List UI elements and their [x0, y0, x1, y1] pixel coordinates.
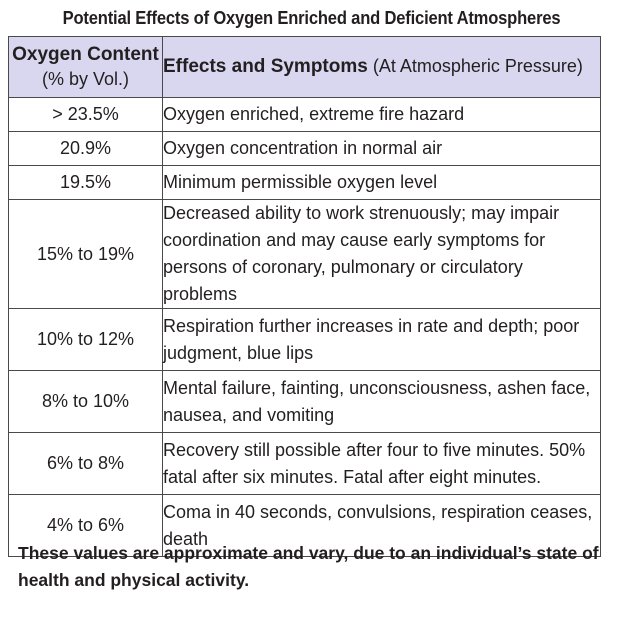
effect-cell: Respiration further increases in rate an…: [162, 308, 601, 371]
effect-cell: Mental failure, fainting, unconsciousnes…: [162, 370, 601, 433]
effect-cell: Minimum permissible oxygen level: [162, 165, 601, 200]
table-row: 6% to 8% Recovery still possible after f…: [8, 432, 601, 495]
table-row: 20.9% Oxygen concentration in normal air: [8, 131, 601, 166]
oxygen-content-cell: 8% to 10%: [8, 370, 163, 433]
effects-header-label: Effects and Symptoms: [163, 56, 368, 77]
oxygen-content-cell: 4% to 6%: [8, 494, 163, 557]
table-title: Potential Effects of Oxygen Enriched and…: [62, 8, 561, 28]
effects-header: Effects and Symptoms (At Atmospheric Pre…: [162, 36, 601, 98]
effect-cell: Recovery still possible after four to fi…: [162, 432, 601, 495]
table-row: 15% to 19% Decreased ability to work str…: [8, 199, 601, 309]
oxygen-content-cell: 19.5%: [8, 165, 163, 200]
header-row: Oxygen Content (% by Vol.) Effects and S…: [8, 36, 601, 98]
oxygen-content-header-unit: (% by Vol.): [41, 69, 130, 89]
table-row: 4% to 6% Coma in 40 seconds, convulsions…: [8, 494, 601, 557]
oxygen-content-header: Oxygen Content (% by Vol.): [8, 36, 163, 98]
oxygen-content-cell: > 23.5%: [8, 97, 163, 132]
oxygen-content-cell: 6% to 8%: [8, 432, 163, 495]
effect-cell: Oxygen enriched, extreme fire hazard: [162, 97, 601, 132]
table-row: 10% to 12% Respiration further increases…: [8, 308, 601, 371]
oxygen-content-cell: 15% to 19%: [8, 199, 163, 309]
oxygen-effects-table: Oxygen Content (% by Vol.) Effects and S…: [8, 36, 601, 557]
footnote: These values are approximate and vary, d…: [18, 543, 599, 590]
effect-cell: Oxygen concentration in normal air: [162, 131, 601, 166]
oxygen-content-cell: 10% to 12%: [8, 308, 163, 371]
effect-cell: Coma in 40 seconds, convulsions, respira…: [162, 494, 601, 557]
oxygen-content-cell: 20.9%: [8, 131, 163, 166]
table-row: 19.5% Minimum permissible oxygen level: [8, 165, 601, 200]
table-row: > 23.5% Oxygen enriched, extreme fire ha…: [8, 97, 601, 132]
oxygen-content-header-label: Oxygen Content: [12, 44, 159, 65]
effect-cell: Decreased ability to work strenuously; m…: [162, 199, 601, 309]
effects-header-qualifier: (At Atmospheric Pressure): [367, 56, 583, 76]
table-row: 8% to 10% Mental failure, fainting, unco…: [8, 370, 601, 433]
